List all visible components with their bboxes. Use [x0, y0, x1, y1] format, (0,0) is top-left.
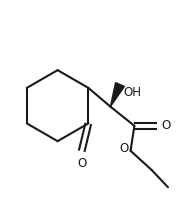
Text: OH: OH	[123, 86, 141, 99]
Text: O: O	[119, 142, 128, 155]
Polygon shape	[110, 83, 124, 107]
Text: O: O	[77, 157, 86, 170]
Text: O: O	[161, 119, 170, 132]
